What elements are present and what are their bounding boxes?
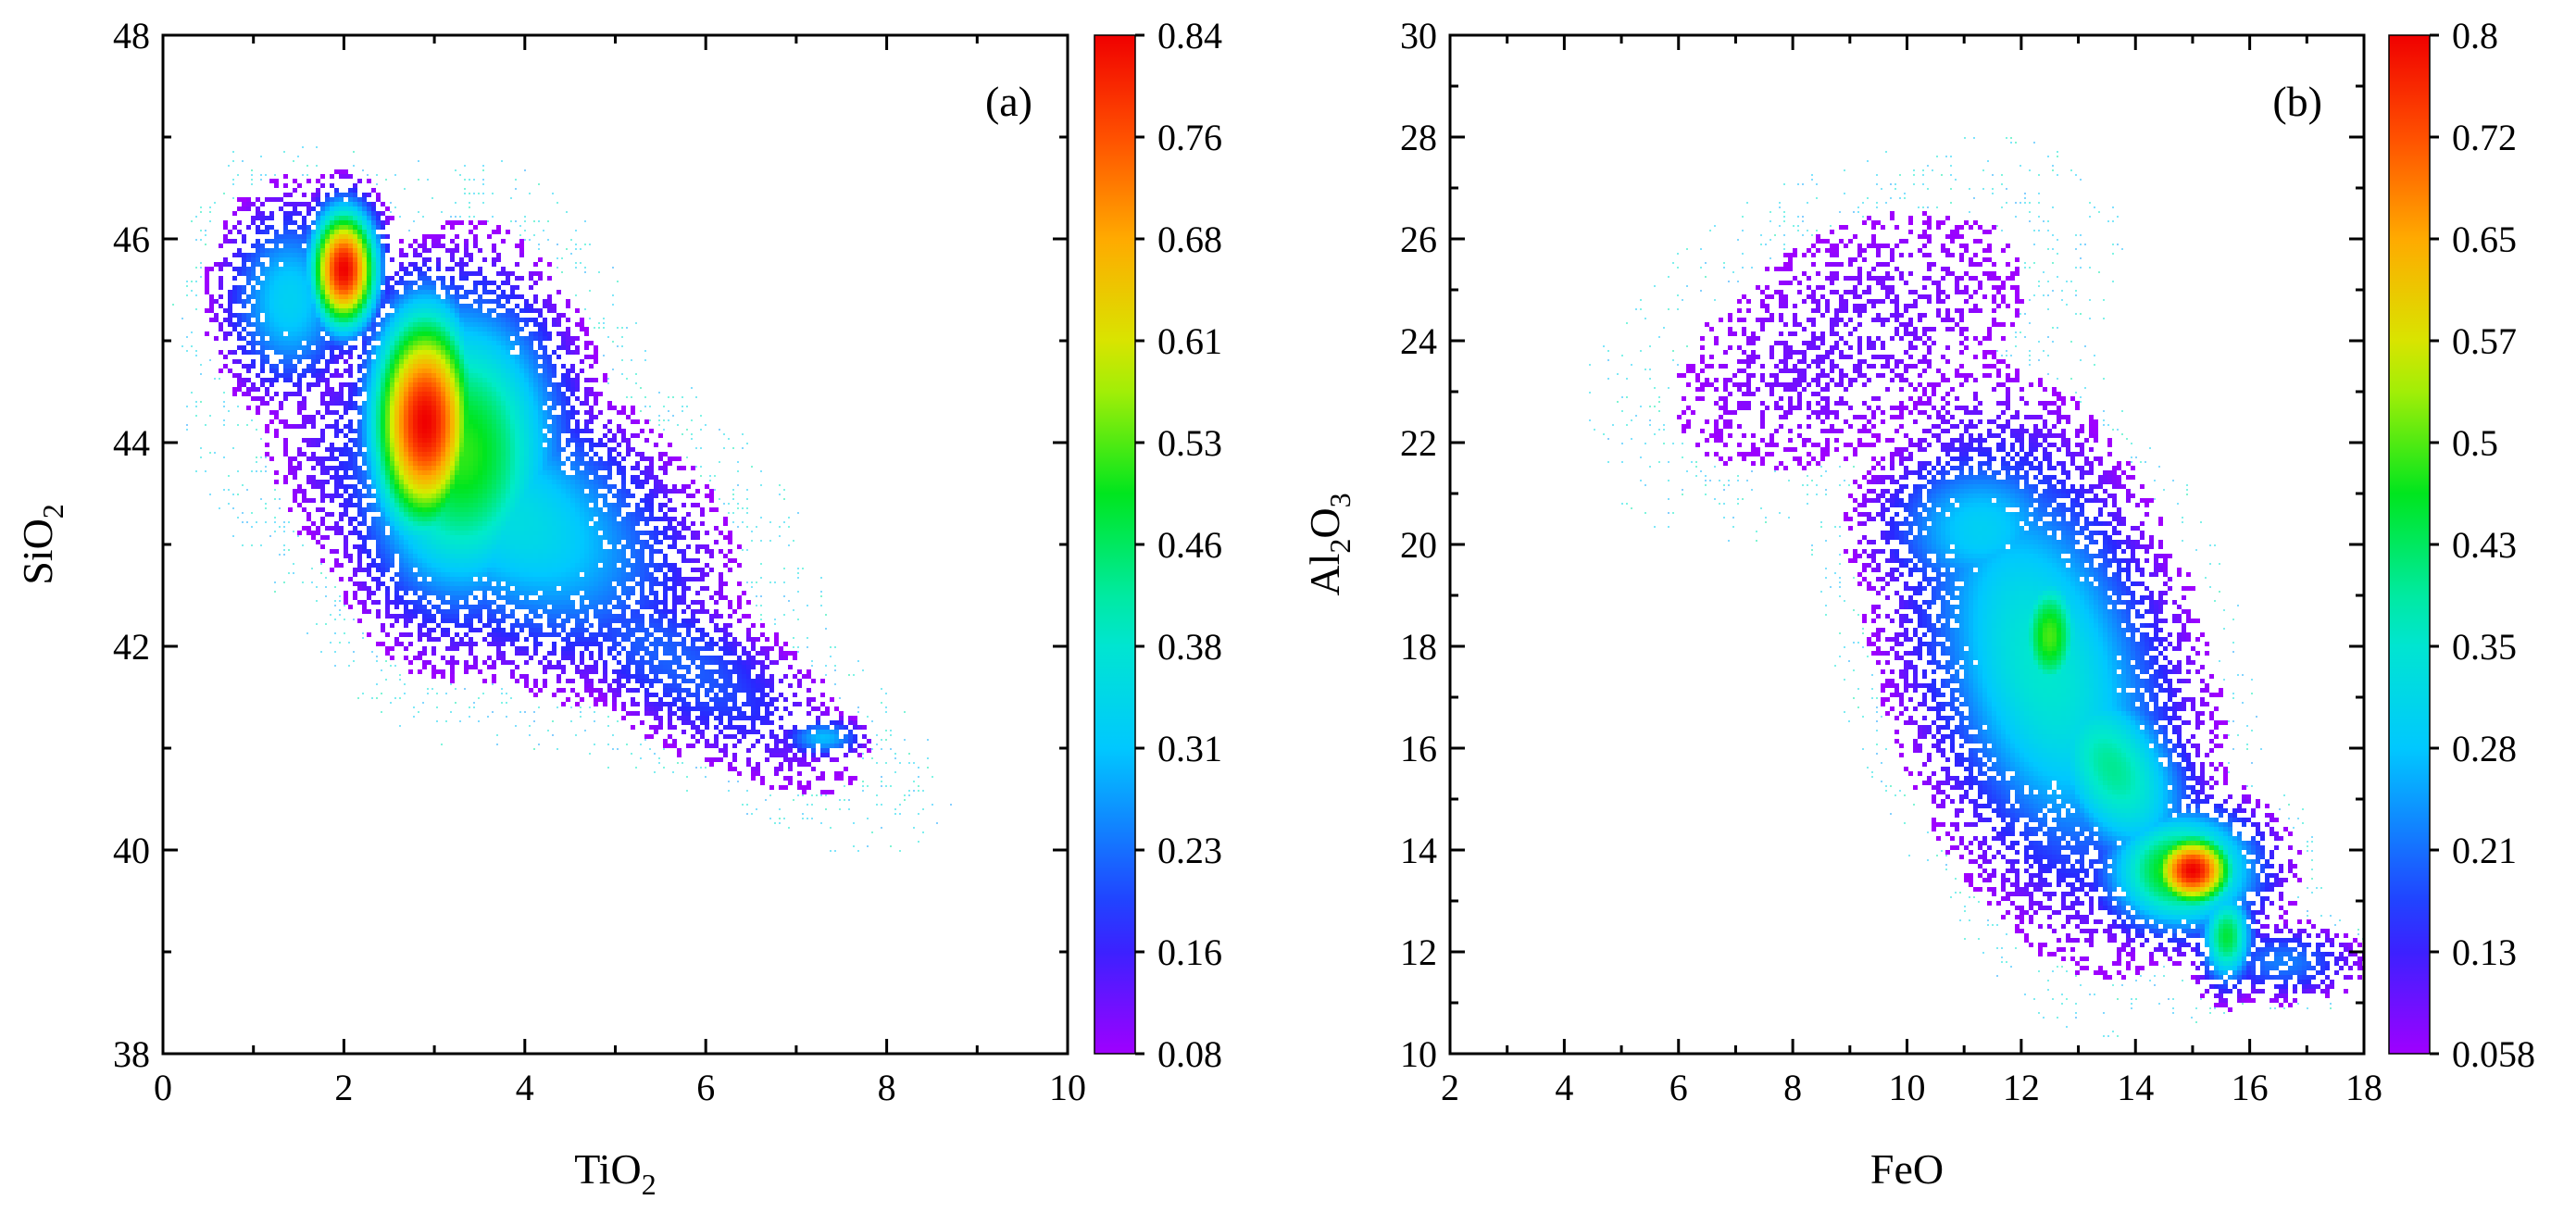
y-tick-label: 38 (113, 1033, 150, 1075)
y-tick-label: 18 (1400, 626, 1437, 668)
y-tick-label: 24 (1400, 320, 1437, 362)
density-cells (1589, 137, 2364, 1037)
panel-b: 2 4 6 8 10 12 14 16 181012141618202224262830FeOA… (1301, 15, 2535, 1193)
colorbar-tick-label: 0.8 (2452, 15, 2498, 56)
y-tick-label: 22 (1400, 422, 1437, 464)
colorbar (1094, 35, 1135, 1054)
colorbar-tick-label: 0.61 (1157, 320, 1222, 362)
colorbar-tick-label: 0.31 (1157, 728, 1222, 769)
colorbar-tick-label: 0.08 (1157, 1033, 1222, 1075)
colorbar-tick-label: 0.16 (1157, 931, 1222, 973)
x-tick-label: 4 (1555, 1067, 1573, 1108)
colorbar-tick-label: 0.058 (2452, 1033, 2535, 1075)
colorbar-tick-label: 0.46 (1157, 524, 1222, 566)
colorbar-tick-label: 0.28 (2452, 728, 2517, 769)
x-tick-label: 0 (154, 1067, 172, 1108)
x-tick-label: 4 (516, 1067, 534, 1108)
y-tick-label: 40 (113, 830, 150, 871)
colorbar-tick-label: 0.21 (2452, 830, 2517, 871)
y-axis-title: Al2O3 (1301, 493, 1357, 595)
panel-label: (a) (985, 78, 1032, 125)
colorbar-tick-label: 0.57 (2452, 320, 2517, 362)
y-tick-label: 42 (113, 626, 150, 668)
x-tick-label: 2 (334, 1067, 353, 1108)
x-tick-label: 6 (696, 1067, 715, 1108)
y-axis-title: SiO2 (14, 504, 69, 585)
colorbar-tick-label: 0.65 (2452, 219, 2517, 260)
x-tick-label: 18 (2345, 1067, 2382, 1108)
colorbar-tick-label: 0.53 (1157, 422, 1222, 464)
y-tick-label: 44 (113, 422, 150, 464)
density-layer (1589, 137, 2364, 1037)
x-axis-title: FeO (1870, 1145, 1944, 1193)
colorbar-tick-label: 0.35 (2452, 626, 2517, 668)
colorbar-tick-label: 0.13 (2452, 931, 2517, 973)
panel-a: 0 2 4 6 8 10384042444648TiO2SiO2(a)0.080.160.… (14, 15, 1222, 1201)
colorbar-tick-label: 0.38 (1157, 626, 1222, 668)
y-tick-label: 26 (1400, 219, 1437, 260)
x-tick-label: 14 (2117, 1067, 2154, 1108)
y-tick-label: 46 (113, 219, 150, 260)
y-tick-label: 20 (1400, 524, 1437, 566)
y-tick-label: 12 (1400, 931, 1437, 973)
x-tick-label: 10 (1889, 1067, 1926, 1108)
colorbar-tick-label: 0.23 (1157, 830, 1222, 871)
colorbar-tick-label: 0.68 (1157, 219, 1222, 260)
x-tick-label: 10 (1049, 1067, 1086, 1108)
colorbar-tick-label: 0.76 (1157, 117, 1222, 158)
colorbar-tick-label: 0.5 (2452, 422, 2498, 464)
y-tick-label: 14 (1400, 830, 1437, 871)
colorbar (2389, 35, 2430, 1054)
panel-label: (b) (2272, 78, 2322, 125)
y-tick-label: 48 (113, 15, 150, 56)
x-tick-label: 2 (1441, 1067, 1459, 1108)
x-tick-label: 16 (2232, 1067, 2269, 1108)
colorbar-tick-label: 0.72 (2452, 117, 2517, 158)
x-tick-label: 12 (2003, 1067, 2040, 1108)
density-layer (172, 146, 952, 852)
density-cells (172, 146, 952, 852)
y-tick-label: 28 (1400, 117, 1437, 158)
y-tick-label: 16 (1400, 728, 1437, 769)
y-tick-label: 30 (1400, 15, 1437, 56)
colorbar-tick-label: 0.84 (1157, 15, 1222, 56)
x-tick-label: 6 (1669, 1067, 1688, 1108)
x-tick-label: 8 (878, 1067, 896, 1108)
x-axis-title: TiO2 (574, 1145, 656, 1201)
y-tick-label: 10 (1400, 1033, 1437, 1075)
x-tick-label: 8 (1783, 1067, 1802, 1108)
colorbar-tick-label: 0.43 (2452, 524, 2517, 566)
